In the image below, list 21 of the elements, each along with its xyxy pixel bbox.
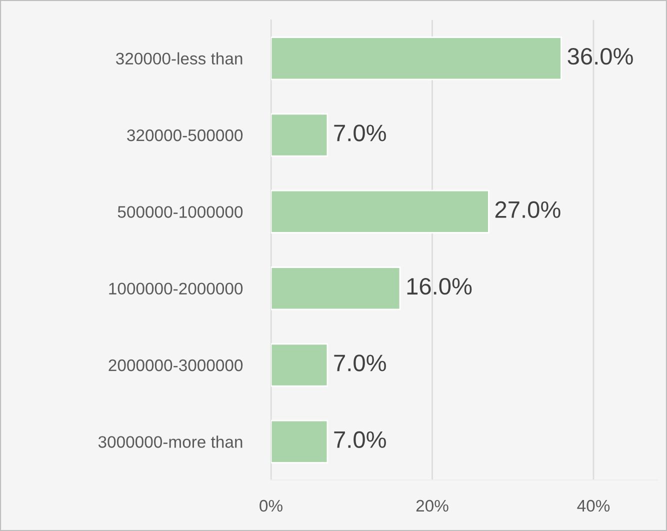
bar [271, 343, 328, 387]
bar [271, 113, 328, 157]
data-label: 16.0% [407, 278, 472, 295]
x-tick-label: 20% [416, 500, 448, 512]
y-tick-label: 500000-1000000 [118, 206, 243, 218]
x-tick-label: 40% [577, 500, 610, 512]
y-tick-label: 320000-500000 [127, 129, 243, 142]
bar [271, 190, 490, 234]
x-tick-label: 0% [260, 500, 282, 512]
data-label: 7.0% [334, 431, 386, 448]
y-tick-label: 2000000-3000000 [108, 359, 243, 372]
data-label: 36.0% [568, 48, 633, 65]
data-label: 7.0% [334, 354, 386, 372]
y-tick-label: 3000000-more than [98, 436, 242, 448]
y-tick-label: 1000000-2000000 [109, 282, 243, 295]
data-label: 27.0% [495, 201, 560, 218]
bar [271, 420, 328, 464]
bar [271, 266, 401, 310]
bar [271, 36, 562, 80]
y-tick-label: 320000-less than [116, 52, 242, 65]
data-label: 7.0% [334, 124, 386, 142]
